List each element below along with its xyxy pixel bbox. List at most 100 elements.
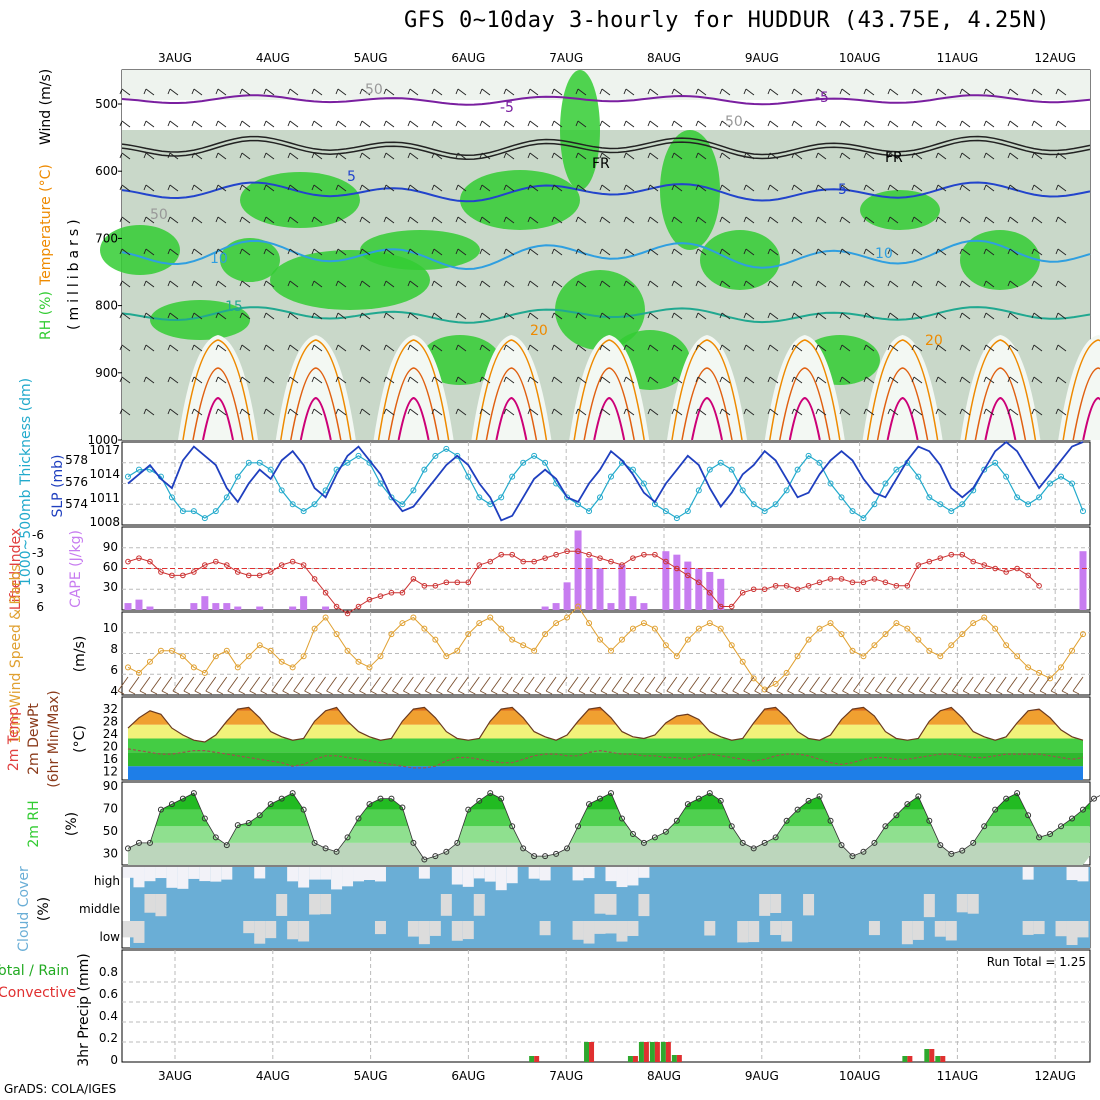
cloud-gap bbox=[1022, 867, 1034, 880]
wind-barb bbox=[935, 152, 947, 160]
lifted-index-marker bbox=[882, 579, 889, 586]
cloud-gap bbox=[473, 867, 485, 879]
cloud-gap bbox=[177, 867, 189, 889]
thickness-line-marker bbox=[684, 508, 691, 515]
rh-line-marker bbox=[135, 839, 142, 846]
wind-speed-line-marker bbox=[915, 636, 922, 643]
wind-speed-line-marker bbox=[860, 653, 867, 660]
precip-convective-bar bbox=[534, 1056, 540, 1062]
thickness-line-marker bbox=[717, 459, 724, 466]
li-tick: 0 bbox=[36, 564, 44, 578]
pressure-tick: 600 bbox=[95, 164, 118, 178]
lifted-index-marker bbox=[728, 603, 735, 610]
wind-barb bbox=[455, 376, 467, 384]
thickness-line-marker bbox=[640, 480, 647, 487]
wind-barb bbox=[599, 216, 611, 224]
cloud-gap bbox=[133, 921, 145, 943]
wind-barb bbox=[191, 88, 203, 96]
wind-barb bbox=[407, 248, 419, 256]
wind-barb bbox=[215, 152, 227, 160]
contour-label: -5 bbox=[815, 90, 829, 106]
rh-line-marker bbox=[717, 797, 724, 804]
lifted-index-marker bbox=[366, 596, 373, 603]
wind-barb bbox=[167, 152, 179, 160]
wind-barb-10m bbox=[282, 676, 294, 695]
rh-line-marker bbox=[816, 793, 823, 800]
cape-bar bbox=[640, 603, 648, 610]
wind-barb bbox=[239, 376, 251, 384]
temp-contour-20 bbox=[866, 339, 939, 441]
wind-speed-line-marker bbox=[344, 647, 351, 654]
wind-unit: (m/s) bbox=[72, 636, 88, 673]
cloud-gap bbox=[1055, 921, 1067, 937]
wind-barb-10m bbox=[359, 676, 370, 695]
wind-barb bbox=[599, 120, 611, 128]
wind-barb bbox=[1007, 88, 1019, 96]
wind-barb bbox=[671, 312, 683, 320]
cloud-gap bbox=[627, 921, 639, 936]
thickness-line-marker bbox=[498, 494, 505, 501]
wind-speed-line-marker bbox=[201, 669, 208, 676]
wind-barb bbox=[119, 408, 131, 416]
wind-barb bbox=[959, 216, 971, 224]
wind-barb bbox=[359, 312, 371, 320]
lifted-index-marker bbox=[443, 579, 450, 586]
precip-convective-bar bbox=[643, 1042, 649, 1062]
wind-barb bbox=[263, 88, 275, 96]
cloud-row-label: middle bbox=[79, 902, 120, 916]
wind-barb bbox=[695, 88, 707, 96]
lifted-index-marker bbox=[147, 558, 153, 565]
wind-barb bbox=[695, 280, 707, 288]
wind-speed-line-marker bbox=[838, 631, 845, 638]
rh-line-marker bbox=[1003, 795, 1010, 802]
wind-speed-line-marker bbox=[849, 647, 856, 654]
rh-line-marker bbox=[201, 815, 208, 822]
wind-barb bbox=[743, 88, 755, 96]
wind-speed-line-marker bbox=[256, 642, 263, 649]
wind-barb-10m bbox=[304, 676, 315, 695]
wind-speed-line-marker bbox=[410, 614, 417, 621]
wind-barb bbox=[167, 248, 179, 256]
wind-barb bbox=[431, 280, 443, 288]
contour-label: FR bbox=[592, 156, 610, 172]
wind-barb-10m bbox=[1050, 676, 1062, 695]
cloud-gap bbox=[1022, 921, 1034, 935]
wind-barb bbox=[215, 344, 227, 352]
wind-barb bbox=[839, 88, 851, 96]
thickness-tick: 578 bbox=[65, 453, 88, 467]
lifted-index-marker bbox=[421, 582, 428, 589]
contour-label: 15 bbox=[225, 299, 243, 315]
pressure-tick: 900 bbox=[95, 366, 118, 380]
lifted-index-marker bbox=[915, 562, 922, 568]
wind-barb bbox=[263, 120, 275, 128]
wind-barb-10m bbox=[721, 676, 733, 695]
thickness-line-marker bbox=[981, 466, 988, 473]
precip-convective-bar bbox=[940, 1056, 946, 1062]
temp-contour-25 bbox=[876, 367, 929, 441]
rh-blob bbox=[220, 238, 280, 282]
wind-barb bbox=[959, 184, 971, 192]
thickness-line-marker bbox=[289, 501, 296, 508]
wind-barb bbox=[815, 248, 827, 256]
rh-line-marker bbox=[245, 819, 252, 826]
thickness-line-marker bbox=[662, 508, 669, 515]
wind-barb-10m bbox=[743, 676, 755, 695]
thickness-line-marker bbox=[783, 487, 790, 494]
wind-speed-line-marker bbox=[1014, 653, 1021, 660]
wind-barb bbox=[887, 120, 899, 128]
cloud-row-label: low bbox=[100, 930, 121, 944]
wind-barb-10m bbox=[842, 676, 853, 695]
cloud-gap bbox=[122, 921, 134, 938]
wind-barb bbox=[815, 344, 827, 352]
cape-bar bbox=[563, 582, 571, 610]
wind-barb bbox=[791, 152, 803, 160]
wind-barb bbox=[911, 312, 923, 320]
wind-barb bbox=[551, 184, 563, 192]
cloud-gap bbox=[605, 867, 617, 882]
wind-barb bbox=[239, 312, 251, 320]
wind-barb-10m bbox=[1017, 676, 1029, 695]
wind-barb bbox=[719, 216, 731, 224]
wind-barb bbox=[623, 184, 635, 192]
lifted-index-marker bbox=[717, 603, 724, 610]
wind-barb bbox=[167, 312, 179, 320]
